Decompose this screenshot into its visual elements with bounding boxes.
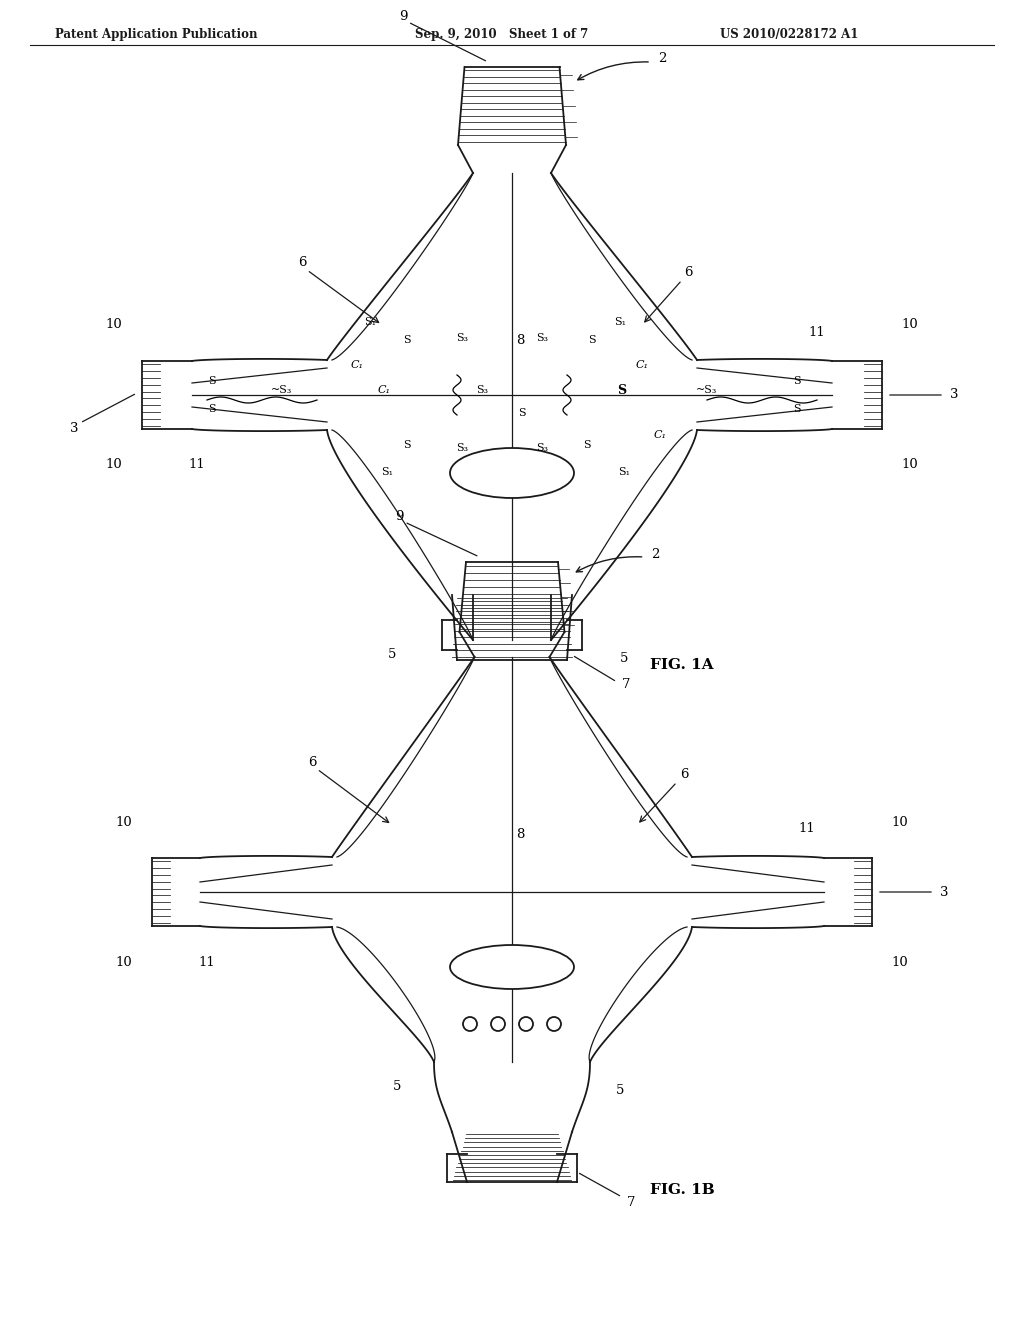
Text: FIG. 1B: FIG. 1B xyxy=(649,1183,715,1197)
Text: 10: 10 xyxy=(901,318,919,331)
Text: S₁: S₁ xyxy=(381,467,393,477)
Text: 11: 11 xyxy=(188,458,206,471)
Text: 6: 6 xyxy=(308,755,316,768)
Text: Sep. 9, 2010   Sheet 1 of 7: Sep. 9, 2010 Sheet 1 of 7 xyxy=(415,28,588,41)
Ellipse shape xyxy=(450,447,574,498)
Text: S: S xyxy=(584,440,591,450)
Text: S₃: S₃ xyxy=(456,444,468,453)
Text: 6: 6 xyxy=(680,768,688,781)
Text: 3: 3 xyxy=(70,421,78,434)
Text: S: S xyxy=(208,404,216,414)
Text: S₁: S₁ xyxy=(618,467,630,477)
Text: 5: 5 xyxy=(393,1081,401,1093)
Text: C₁: C₁ xyxy=(636,360,648,370)
Text: 10: 10 xyxy=(116,956,132,969)
Text: 9: 9 xyxy=(395,511,403,524)
Text: 3: 3 xyxy=(950,388,958,401)
Text: 10: 10 xyxy=(105,458,123,471)
Text: 10: 10 xyxy=(105,318,123,331)
Text: S: S xyxy=(403,440,411,450)
Text: 10: 10 xyxy=(901,458,919,471)
Text: US 2010/0228172 A1: US 2010/0228172 A1 xyxy=(720,28,858,41)
Text: 5: 5 xyxy=(615,1084,625,1097)
Text: S: S xyxy=(588,335,596,345)
Text: S₃: S₃ xyxy=(476,385,488,395)
Circle shape xyxy=(490,1016,505,1031)
Circle shape xyxy=(519,1016,534,1031)
Text: 6: 6 xyxy=(298,256,306,269)
Text: S₁: S₁ xyxy=(364,317,376,327)
Ellipse shape xyxy=(450,945,574,989)
Text: S: S xyxy=(518,408,525,418)
Text: 7: 7 xyxy=(622,678,631,692)
Text: 7: 7 xyxy=(627,1196,636,1209)
Text: S: S xyxy=(403,335,411,345)
Text: S₃: S₃ xyxy=(456,333,468,343)
Text: Patent Application Publication: Patent Application Publication xyxy=(55,28,257,41)
Text: S: S xyxy=(208,376,216,385)
Text: C₁: C₁ xyxy=(653,430,667,440)
Circle shape xyxy=(547,1016,561,1031)
Text: ~S₃: ~S₃ xyxy=(696,385,718,395)
Text: C₁: C₁ xyxy=(378,385,390,395)
Text: FIG. 1A: FIG. 1A xyxy=(650,657,714,672)
Text: S₃: S₃ xyxy=(536,444,548,453)
Text: S: S xyxy=(794,404,801,414)
Text: 2: 2 xyxy=(651,548,659,561)
Text: 8: 8 xyxy=(516,334,524,346)
Circle shape xyxy=(463,1016,477,1031)
Text: C₁: C₁ xyxy=(350,360,364,370)
Text: 5: 5 xyxy=(388,648,396,661)
Text: 11: 11 xyxy=(799,822,815,836)
Text: S: S xyxy=(794,376,801,385)
Text: 6: 6 xyxy=(684,265,692,279)
Text: ~S₃: ~S₃ xyxy=(271,385,293,395)
Text: 10: 10 xyxy=(116,816,132,829)
Text: 10: 10 xyxy=(892,816,908,829)
Text: S: S xyxy=(617,384,627,396)
Text: 11: 11 xyxy=(199,956,215,969)
Text: 5: 5 xyxy=(620,652,628,664)
Text: 9: 9 xyxy=(398,11,408,24)
Text: S₁: S₁ xyxy=(614,317,626,327)
Text: 8: 8 xyxy=(516,829,524,842)
Text: 2: 2 xyxy=(658,53,667,66)
Text: 3: 3 xyxy=(940,886,948,899)
Text: 10: 10 xyxy=(892,956,908,969)
Text: 11: 11 xyxy=(809,326,825,338)
Text: S₃: S₃ xyxy=(536,333,548,343)
